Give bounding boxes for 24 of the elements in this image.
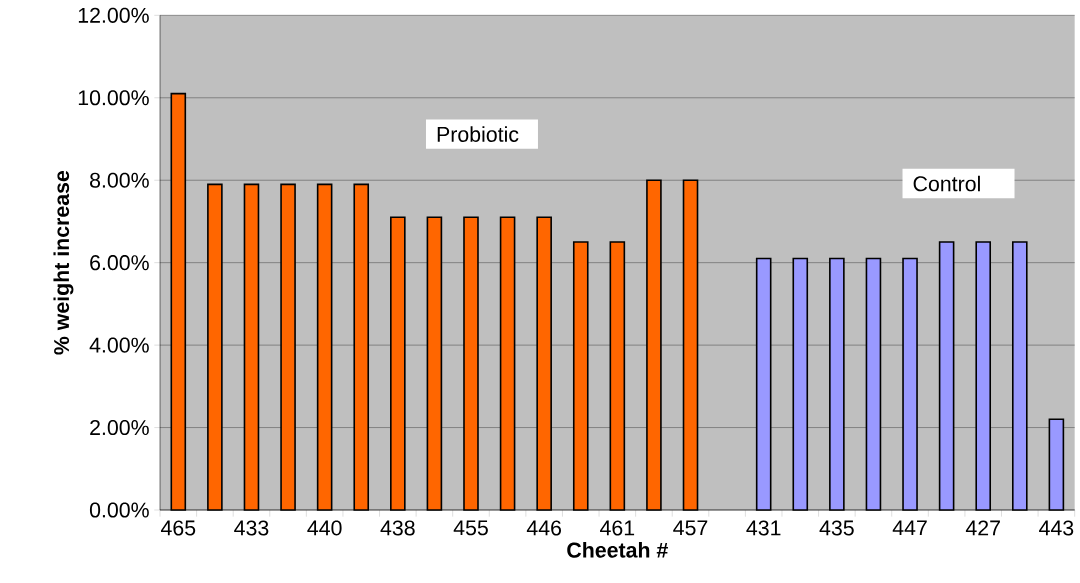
x-tick-label: 443 [1039,520,1074,536]
x-tick-label: 461 [600,520,635,536]
x-tick-label: 455 [453,520,488,536]
x-tick-label: 435 [819,520,854,536]
annotation: Probiotic [437,126,519,142]
y-axis-title: % weight increase [53,170,74,355]
y-tick-label: 8.00% [90,172,149,188]
x-tick-label: 433 [234,520,269,536]
y-tick-label: 6.00% [90,255,149,271]
x-axis-title: Cheetah # [567,542,668,558]
x-tick-label: 457 [673,520,708,536]
x-tick-label: 446 [526,520,562,536]
y-tick-label: 0.00% [89,502,149,518]
y-tick-label: 4.00% [89,337,149,353]
x-tick-label: 440 [307,520,342,536]
y-tick-label: 2.00% [90,420,149,436]
x-tick-label: 431 [746,520,781,536]
x-tick-label: 465 [160,520,196,536]
annotation: Control [913,175,980,192]
x-tick-label: 427 [965,520,1000,536]
y-tick-label: 10.00% [78,90,149,106]
y-tick-label: 12.00% [78,7,149,23]
x-tick-label: 447 [892,520,927,536]
x-tick-label: 438 [380,520,415,536]
